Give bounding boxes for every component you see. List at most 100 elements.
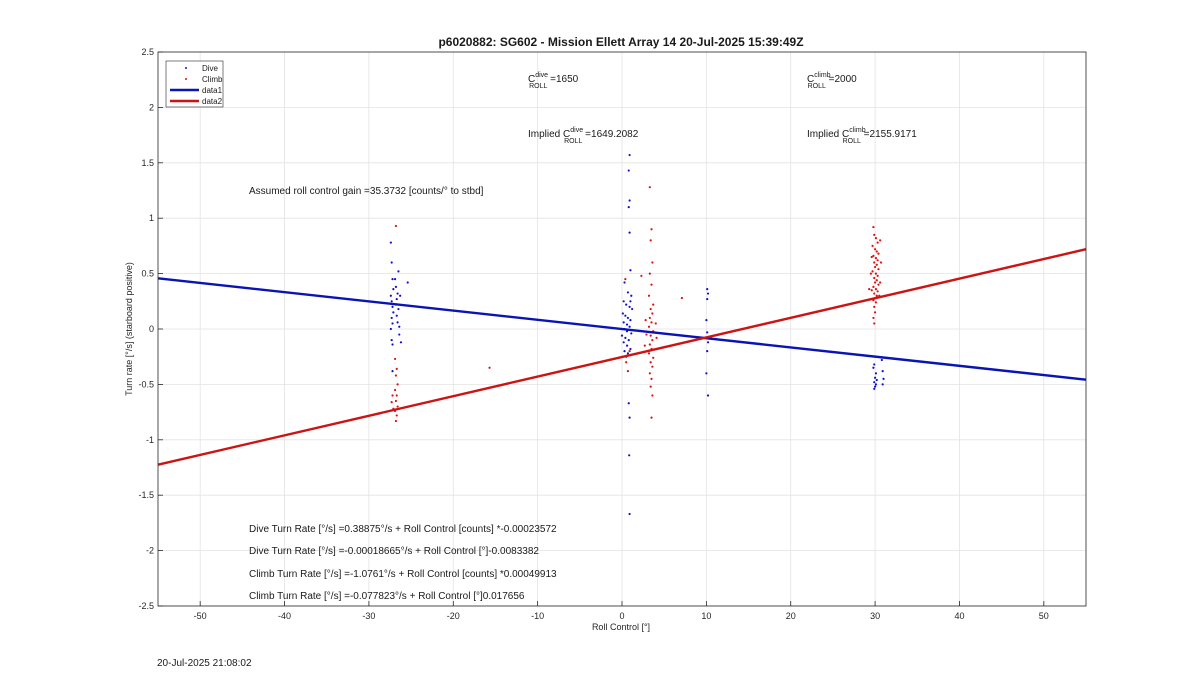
dive-point bbox=[627, 402, 630, 405]
legend: Dive Climb data1 data2 bbox=[165, 60, 224, 108]
climb-point bbox=[652, 356, 655, 359]
dive-point bbox=[625, 344, 629, 347]
climb-point bbox=[651, 394, 654, 397]
dive-point bbox=[395, 297, 398, 301]
climb-point bbox=[647, 294, 651, 297]
dive-point bbox=[626, 352, 630, 355]
y-tick-label: -0.5 bbox=[138, 379, 154, 389]
dive-point bbox=[391, 322, 394, 325]
climb-point bbox=[624, 278, 627, 281]
climb-point bbox=[875, 263, 878, 266]
x-tick-label: 0 bbox=[619, 611, 624, 621]
annotation-roll-gain: Assumed roll control gain =35.3732 [coun… bbox=[249, 186, 484, 197]
equation-climb-degrees: Climb Turn Rate [°/s] =-0.077823°/s + Ro… bbox=[249, 591, 525, 602]
equation-climb-counts: Climb Turn Rate [°/s] =-1.0761°/s + Roll… bbox=[249, 569, 557, 580]
dive-point bbox=[389, 241, 392, 244]
climb-point bbox=[872, 225, 875, 229]
dive-point bbox=[629, 300, 632, 303]
climb-point bbox=[651, 365, 654, 368]
dive-point bbox=[399, 341, 403, 344]
dive-point bbox=[629, 319, 632, 322]
dive-point bbox=[390, 338, 393, 342]
annotations: Cdive ROLL =1650 Cclimb ROLL =2000 Implied… bbox=[249, 72, 917, 602]
dive-point bbox=[874, 383, 878, 386]
climb-point bbox=[873, 281, 877, 284]
climb-point bbox=[393, 357, 397, 361]
climb-point bbox=[394, 419, 398, 423]
climb-point bbox=[876, 259, 879, 262]
dive-point bbox=[621, 312, 624, 315]
dive-point bbox=[629, 269, 632, 272]
climb-point bbox=[396, 405, 399, 408]
dive-point bbox=[390, 300, 393, 303]
climb-point bbox=[651, 261, 654, 264]
climb-point bbox=[873, 265, 877, 269]
dive-point bbox=[873, 381, 876, 384]
x-tick-label: -50 bbox=[194, 611, 207, 621]
dive-point bbox=[399, 294, 402, 297]
y-axis-label: Turn rate [°/s] (starboard positive) bbox=[124, 262, 134, 396]
x-tick-label: -40 bbox=[278, 611, 291, 621]
dive-point bbox=[628, 454, 631, 457]
climb-point bbox=[650, 228, 653, 231]
y-tick-label: -1.5 bbox=[138, 490, 154, 500]
dive-point bbox=[392, 288, 395, 291]
data1-fit-line bbox=[157, 277, 1087, 381]
climb-point bbox=[654, 322, 657, 325]
climb-point bbox=[873, 276, 876, 280]
y-tick-label: -2.5 bbox=[138, 601, 154, 611]
dive-point bbox=[873, 376, 877, 379]
dive-point bbox=[706, 297, 709, 301]
climb-point bbox=[648, 316, 651, 320]
dive-point bbox=[389, 294, 392, 297]
x-tick-label: 10 bbox=[701, 611, 711, 621]
dive-point bbox=[622, 341, 625, 344]
climb-point bbox=[395, 394, 398, 397]
y-tick-label: 1.5 bbox=[141, 158, 154, 168]
climb-point bbox=[648, 272, 651, 275]
climb-point bbox=[871, 270, 874, 273]
climb-point bbox=[647, 352, 651, 355]
climb-point bbox=[873, 261, 876, 264]
dive-point bbox=[630, 332, 633, 335]
dive-point bbox=[706, 341, 710, 344]
climb-point bbox=[873, 292, 876, 295]
climb-point bbox=[874, 237, 878, 240]
y-tick-label: 1 bbox=[149, 213, 154, 223]
dive-point bbox=[872, 366, 875, 369]
climb-point bbox=[874, 256, 878, 260]
dive-point bbox=[705, 319, 708, 322]
series-layer bbox=[157, 153, 1087, 516]
climb-point bbox=[394, 224, 398, 228]
climb-point bbox=[874, 272, 878, 275]
dive-point bbox=[397, 307, 400, 311]
climb-point bbox=[680, 296, 683, 300]
climb-point bbox=[640, 274, 643, 277]
climb-point bbox=[875, 250, 878, 253]
legend-data1-label: data1 bbox=[202, 86, 223, 95]
legend-box bbox=[165, 60, 224, 108]
dive-point bbox=[706, 292, 710, 295]
plot-area: -50 -40 -30 -20 -10 0 10 20 30 40 50 2.5 2 1.5 1 0.5 0 -0… bbox=[138, 47, 1087, 621]
dive-point bbox=[406, 281, 409, 284]
climb-point bbox=[651, 338, 654, 342]
dive-point bbox=[625, 323, 629, 326]
x-tick-label: -10 bbox=[531, 611, 544, 621]
x-tick-label: 20 bbox=[786, 611, 796, 621]
dive-point bbox=[706, 288, 709, 291]
climb-point bbox=[650, 377, 653, 380]
climb-point bbox=[868, 288, 871, 291]
climb-point bbox=[643, 344, 646, 347]
dive-point bbox=[627, 338, 630, 342]
dive-point bbox=[623, 281, 626, 284]
dive-point bbox=[627, 169, 630, 172]
climb-point bbox=[870, 289, 873, 292]
dive-point bbox=[393, 278, 397, 281]
climb-point bbox=[645, 333, 648, 336]
legend-climb-label: Climb bbox=[202, 75, 223, 84]
dive-point bbox=[880, 358, 883, 362]
dive-point bbox=[706, 394, 710, 397]
climb-point bbox=[395, 414, 398, 417]
climb-point bbox=[873, 311, 877, 314]
climb-point bbox=[647, 325, 651, 328]
